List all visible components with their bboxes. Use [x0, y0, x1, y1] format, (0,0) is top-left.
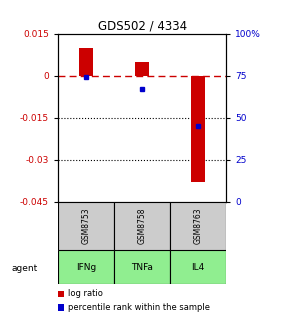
Bar: [114, 202, 170, 250]
Bar: [170, 202, 226, 250]
Bar: [114, 250, 170, 284]
Text: log ratio: log ratio: [68, 290, 103, 298]
Bar: [170, 250, 226, 284]
Bar: [191, 76, 205, 182]
Text: TNFa: TNFa: [131, 263, 153, 271]
Text: IFNg: IFNg: [76, 263, 96, 271]
Text: GSM8763: GSM8763: [194, 208, 203, 244]
Text: agent: agent: [12, 264, 38, 273]
Bar: [135, 61, 149, 76]
Bar: [58, 202, 114, 250]
Text: percentile rank within the sample: percentile rank within the sample: [68, 303, 210, 312]
Text: GSM8753: GSM8753: [81, 208, 90, 244]
Bar: [58, 250, 114, 284]
Text: GSM8758: GSM8758: [137, 208, 147, 244]
Text: IL4: IL4: [191, 263, 205, 271]
Title: GDS502 / 4334: GDS502 / 4334: [97, 19, 187, 33]
Bar: [79, 48, 93, 76]
